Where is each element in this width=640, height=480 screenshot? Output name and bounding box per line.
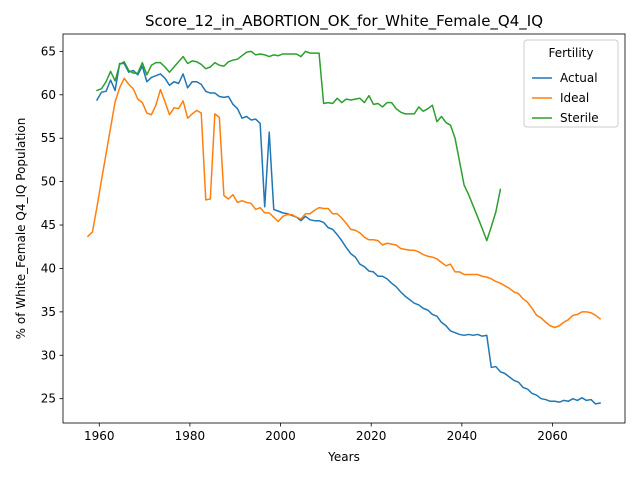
legend-label-actual: Actual [560,71,598,85]
legend-label-sterile: Sterile [560,111,599,125]
plot-frame [62,33,626,424]
x-axis: 1960 1980 2000 2020 2040 2060 [84,423,568,443]
y-tick-label: 45 [41,218,56,232]
y-axis: 25 30 35 40 45 50 55 60 65 [41,44,63,406]
y-tick-label: 30 [41,348,56,362]
legend-title: Fertility [548,46,593,60]
y-tick-label: 55 [41,131,56,145]
series-line-ideal [86,77,602,329]
series-line-actual [95,62,601,405]
x-tick-label: 2020 [356,429,387,443]
x-tick-label: 2060 [537,429,568,443]
legend-label-ideal: Ideal [560,91,589,105]
x-axis-label: Years [327,450,360,464]
chart-title: Score_12_in_ABORTION_OK_for_White_Female… [145,12,543,31]
y-axis-label: % of White_Female Q4_IQ Population [14,118,28,340]
y-tick-label: 40 [41,261,56,275]
plot-area [62,33,626,424]
y-tick-label: 50 [41,175,56,189]
y-tick-label: 65 [41,44,56,58]
legend-box [523,39,619,128]
x-tick-label: 1980 [175,429,206,443]
x-tick-label: 2040 [447,429,478,443]
x-tick-label: 2000 [265,429,296,443]
series-line-sterile [96,50,502,242]
x-tick-label: 1960 [84,429,115,443]
legend: Fertility Actual Ideal Sterile [523,39,619,128]
y-tick-label: 25 [41,392,56,406]
y-tick-label: 35 [41,305,56,319]
y-tick-label: 60 [41,88,56,102]
